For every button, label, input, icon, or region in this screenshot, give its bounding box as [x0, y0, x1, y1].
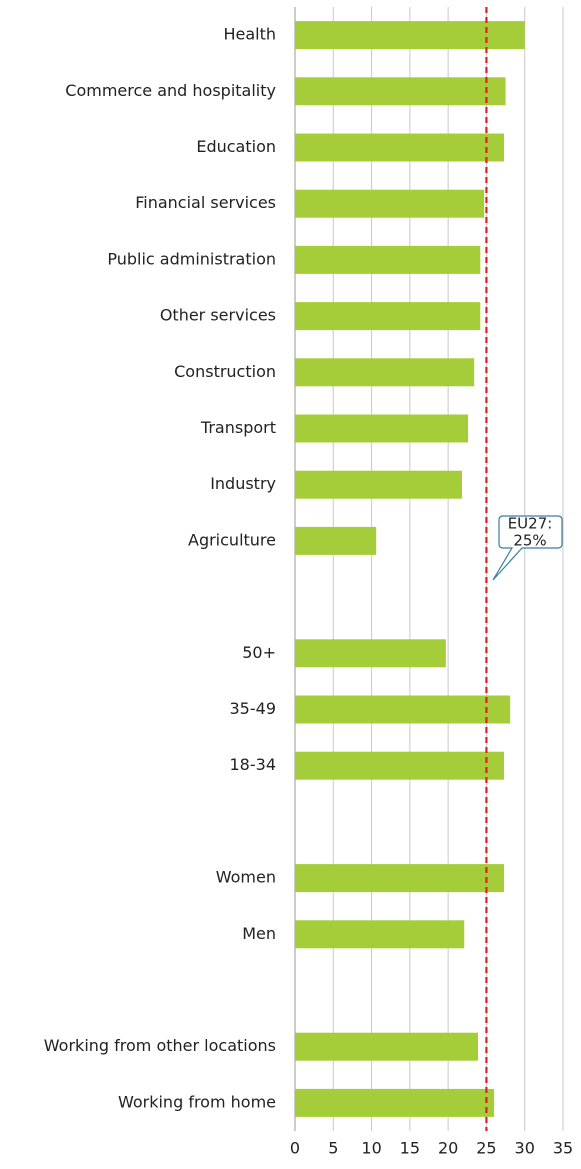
y-tick-label: Education [196, 137, 276, 156]
bar [295, 864, 505, 893]
y-tick-label: Financial services [135, 193, 276, 212]
y-tick-label: 18-34 [230, 755, 277, 774]
reference-label: EU27: [508, 515, 553, 533]
bar [295, 77, 506, 106]
bar [295, 133, 505, 162]
bar [295, 695, 511, 724]
bar [295, 21, 525, 50]
reference-label: 25% [513, 532, 546, 550]
bar [295, 639, 446, 668]
callout-box [492, 515, 563, 581]
y-tick-label: Construction [174, 362, 276, 381]
y-tick-label: Working from other locations [44, 1036, 276, 1055]
bar [295, 358, 475, 387]
x-tick-label: 20 [438, 1139, 458, 1158]
bar [295, 189, 485, 218]
y-tick-label: Health [223, 25, 276, 44]
y-tick-label: 50+ [242, 643, 276, 662]
x-tick-label: 5 [328, 1139, 338, 1158]
y-tick-label: Transport [200, 418, 276, 437]
bar [295, 470, 462, 499]
y-tick-label: 35-49 [230, 699, 277, 718]
bar [295, 245, 481, 274]
y-tick-label: Industry [210, 474, 276, 493]
y-tick-label: Commerce and hospitality [65, 81, 276, 100]
x-tick-label: 30 [515, 1139, 535, 1158]
y-tick-label: Other services [160, 306, 276, 325]
x-tick-label: 0 [290, 1139, 300, 1158]
bar [295, 526, 377, 555]
bar [295, 1032, 479, 1061]
bar [295, 920, 465, 949]
bar [295, 751, 505, 780]
x-tick-label: 35 [553, 1139, 573, 1158]
y-tick-label: Working from home [118, 1092, 276, 1111]
bar [295, 302, 481, 331]
x-tick-label: 15 [400, 1139, 420, 1158]
y-tick-label: Women [216, 868, 276, 887]
y-tick-label: Men [242, 924, 276, 943]
y-tick-label: Public administration [107, 249, 276, 268]
y-tick-label: Agriculture [188, 530, 276, 549]
x-tick-label: 25 [476, 1139, 496, 1158]
bar [295, 1088, 495, 1117]
bar [295, 414, 469, 443]
x-tick-label: 10 [361, 1139, 381, 1158]
